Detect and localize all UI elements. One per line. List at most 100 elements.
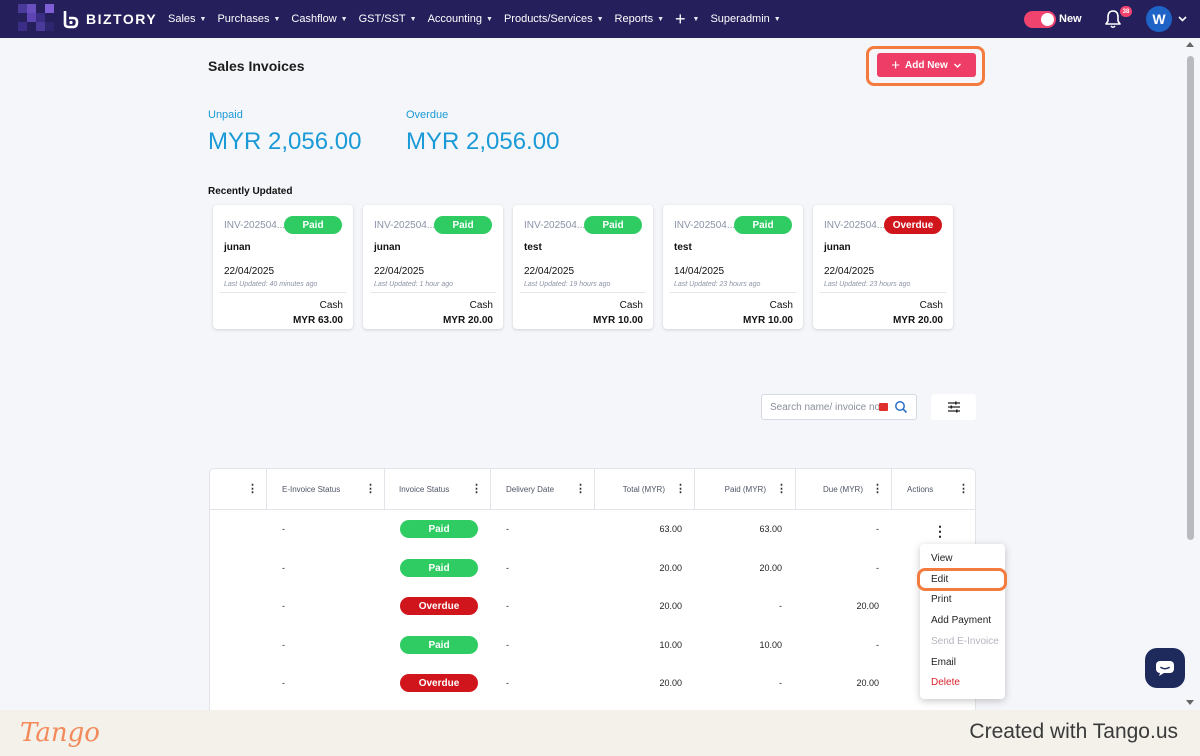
- menu-item-print[interactable]: Print: [931, 594, 952, 605]
- table-row[interactable]: - Paid - 63.00 63.00 -: [210, 510, 975, 549]
- column-menu-icon[interactable]: ⋮: [776, 483, 787, 495]
- overdue-label: Overdue: [406, 109, 449, 121]
- einvoice-status-cell: -: [282, 601, 285, 611]
- chevron-down-icon[interactable]: [1178, 14, 1187, 23]
- recent-invoice-card[interactable]: INV-202504... Paid junan 22/04/2025 Last…: [363, 205, 503, 329]
- column-header[interactable]: E-Invoice Status ⋮: [267, 469, 385, 510]
- chat-widget-button[interactable]: [1145, 648, 1185, 688]
- scroll-up-arrow[interactable]: [1186, 42, 1194, 47]
- table-row[interactable]: - Paid - 20.00 20.00 -: [210, 549, 975, 588]
- menu-gst-sst[interactable]: GST/SST ▼: [359, 13, 417, 25]
- search-icon[interactable]: [894, 400, 908, 414]
- tango-logo: Tango: [20, 718, 100, 748]
- recent-invoice-card[interactable]: INV-202504... Paid test 22/04/2025 Last …: [513, 205, 653, 329]
- avatar[interactable]: W: [1146, 6, 1172, 32]
- menu-item-add-payment[interactable]: Add Payment: [931, 615, 992, 626]
- table-row[interactable]: - Overdue - 20.00 - 20.00: [210, 587, 975, 626]
- plus-icon: +: [675, 9, 686, 29]
- total-cell: 20.00: [659, 601, 682, 611]
- row-actions-icon[interactable]: ⋮: [933, 523, 947, 539]
- column-menu-icon[interactable]: ⋮: [575, 483, 586, 495]
- unpaid-value: MYR 2,056.00: [208, 128, 362, 155]
- add-new-button[interactable]: + Add New: [877, 53, 976, 77]
- menu-purchases[interactable]: Purchases ▼: [217, 13, 280, 25]
- paid-cell: 20.00: [759, 563, 782, 573]
- card-payment-method: Cash: [469, 300, 493, 311]
- column-header-label: Invoice Status: [399, 485, 450, 494]
- table-row[interactable]: - Overdue - 20.00 - 20.00: [210, 664, 975, 703]
- tutorial-highlight-add-new: [866, 46, 985, 86]
- recent-invoice-card[interactable]: INV-202504... Paid junan 22/04/2025 Last…: [213, 205, 353, 329]
- bell-icon[interactable]: [1104, 9, 1122, 29]
- recent-invoice-card[interactable]: INV-202504... Overdue junan 22/04/2025 L…: [813, 205, 953, 329]
- column-header[interactable]: Actions ⋮: [892, 469, 975, 510]
- chevron-down-icon: ▼: [409, 15, 417, 23]
- column-header-label: Actions: [907, 485, 934, 494]
- toggle-label: New: [1059, 13, 1082, 25]
- card-payment-method: Cash: [919, 300, 943, 311]
- column-header[interactable]: Total (MYR) ⋮: [595, 469, 695, 510]
- card-divider: [370, 292, 496, 293]
- column-menu-icon[interactable]: ⋮: [365, 483, 376, 495]
- einvoice-status-cell: -: [282, 563, 285, 573]
- menu-reports[interactable]: Reports ▼: [615, 13, 664, 25]
- column-header-label: E-Invoice Status: [282, 485, 341, 494]
- scrollbar-thumb[interactable]: [1187, 56, 1194, 540]
- card-date: 22/04/2025: [374, 266, 425, 277]
- menu-accounting[interactable]: Accounting ▼: [428, 13, 493, 25]
- column-menu-icon[interactable]: ⋮: [247, 483, 258, 495]
- status-badge: Paid: [400, 520, 478, 538]
- menu-products-services[interactable]: Products/Services ▼: [504, 13, 604, 25]
- column-header[interactable]: Delivery Date ⋮: [491, 469, 595, 510]
- delivery-date-cell: -: [506, 640, 509, 650]
- column-menu-icon[interactable]: ⋮: [872, 483, 883, 495]
- column-header[interactable]: ⋮: [210, 469, 267, 510]
- column-header[interactable]: Paid (MYR) ⋮: [695, 469, 796, 510]
- sliders-icon: [947, 401, 960, 413]
- main-menu: Sales ▼ Purchases ▼ Cashflow ▼ GST/SST ▼ Acc…: [168, 0, 792, 38]
- search-input[interactable]: Search name/ invoice no.: [761, 394, 917, 420]
- menu-cashflow[interactable]: Cashflow ▼: [291, 13, 347, 25]
- chevron-down-icon: ▼: [340, 15, 348, 23]
- column-header[interactable]: Due (MYR) ⋮: [796, 469, 892, 510]
- invoices-table: ⋮ E-Invoice Status ⋮ Invoice Status ⋮ Deli…: [209, 468, 976, 728]
- menu-item-view[interactable]: View: [931, 553, 953, 564]
- card-updated: Last Updated: 23 hours ago: [824, 281, 911, 288]
- menu-item-email[interactable]: Email: [931, 657, 957, 668]
- recently-updated-title: Recently Updated: [208, 186, 293, 197]
- delivery-date-cell: -: [506, 563, 509, 573]
- logo-pixel-decoration: [0, 0, 70, 38]
- menu-quick-add[interactable]: + ▼: [675, 10, 699, 28]
- menu-sales[interactable]: Sales ▼: [168, 13, 206, 25]
- due-cell: -: [876, 524, 879, 534]
- menu-item-edit[interactable]: Edit: [931, 574, 949, 585]
- menu-item-delete[interactable]: Delete: [931, 677, 960, 688]
- paid-cell: 10.00: [759, 640, 782, 650]
- brand-logo[interactable]: BIZTORY: [62, 9, 157, 29]
- column-header-label: Total (MYR): [622, 485, 665, 494]
- column-header[interactable]: Invoice Status ⋮: [385, 469, 491, 510]
- einvoice-status-cell: -: [282, 678, 285, 688]
- recent-invoice-card[interactable]: INV-202504... Paid test 14/04/2025 Last …: [663, 205, 803, 329]
- tango-credit: Created with Tango.us: [969, 720, 1178, 743]
- menu-purchases-label: Purchases: [217, 13, 270, 25]
- total-cell: 10.00: [659, 640, 682, 650]
- card-date: 22/04/2025: [824, 266, 875, 277]
- column-menu-icon[interactable]: ⋮: [675, 483, 686, 495]
- column-menu-icon[interactable]: ⋮: [958, 483, 969, 495]
- table-header: ⋮ E-Invoice Status ⋮ Invoice Status ⋮ Deli…: [210, 469, 975, 510]
- menu-gst-sst-label: GST/SST: [358, 13, 406, 25]
- card-divider: [520, 292, 646, 293]
- total-cell: 63.00: [659, 524, 682, 534]
- filter-button[interactable]: [931, 394, 976, 420]
- menu-cashflow-label: Cashflow: [291, 13, 337, 25]
- search-placeholder: Search name/ invoice no.: [770, 402, 883, 413]
- column-menu-icon[interactable]: ⋮: [471, 483, 482, 495]
- status-badge: Overdue: [884, 216, 942, 234]
- new-ui-toggle[interactable]: [1024, 11, 1056, 28]
- scroll-down-arrow[interactable]: [1186, 700, 1194, 705]
- chevron-down-icon: ▼: [273, 15, 281, 23]
- menu-superadmin[interactable]: Superadmin ▼: [710, 13, 780, 25]
- chevron-down-icon: ▼: [773, 15, 781, 23]
- table-row[interactable]: - Paid - 10.00 10.00 -: [210, 626, 975, 665]
